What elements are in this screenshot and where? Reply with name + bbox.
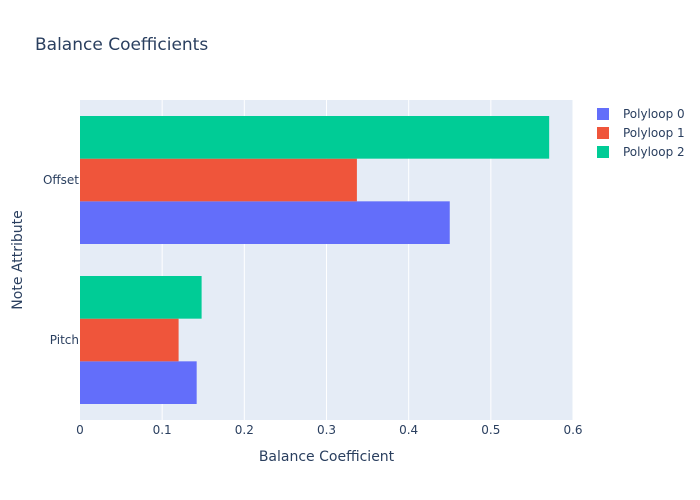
x-axis-title: Balance Coefficient — [259, 449, 395, 465]
x-tick-label: 0 — [76, 423, 84, 437]
legend-label: Polyloop 2 — [623, 145, 685, 159]
x-tick-label: 0.4 — [399, 423, 418, 437]
y-tick-label: Pitch — [50, 333, 79, 347]
legend: Polyloop 0 Polyloop 1 Polyloop 2 — [597, 107, 685, 159]
bar-pitch-polyloop-2 — [80, 276, 202, 319]
x-tick-label: 0.5 — [481, 423, 500, 437]
x-tick-labels: 0 0.1 0.2 0.3 0.4 0.5 0.6 — [76, 423, 582, 437]
legend-label: Polyloop 0 — [623, 107, 685, 121]
bar-pitch-polyloop-0 — [80, 361, 197, 404]
y-axis-title: Note Attribute — [10, 210, 26, 309]
x-tick-label: 0.2 — [235, 423, 254, 437]
bars-group — [80, 116, 550, 404]
x-tick-label: 0.6 — [563, 423, 582, 437]
legend-swatch — [597, 146, 609, 158]
legend-swatch — [597, 108, 609, 120]
legend-label: Polyloop 1 — [623, 126, 685, 140]
bar-offset-polyloop-2 — [80, 116, 550, 159]
y-tick-label: Offset — [43, 173, 79, 187]
x-tick-label: 0.3 — [317, 423, 336, 437]
x-tick-label: 0.1 — [153, 423, 172, 437]
bar-offset-polyloop-1 — [80, 158, 357, 202]
chart-title: Balance Coefficients — [35, 35, 208, 55]
bar-pitch-polyloop-1 — [80, 318, 179, 362]
legend-swatch — [597, 127, 609, 139]
bar-offset-polyloop-0 — [80, 201, 450, 244]
y-tick-labels: Offset Pitch — [43, 173, 79, 347]
